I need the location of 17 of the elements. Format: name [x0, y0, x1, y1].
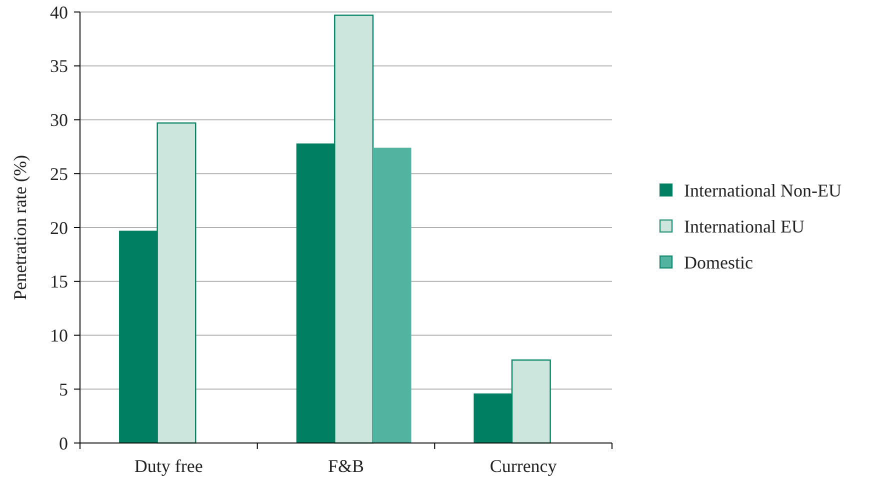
y-tick-label: 15: [50, 272, 68, 292]
y-axis-title: Penetration rate (%): [10, 155, 30, 300]
x-tick-label: Currency: [490, 456, 557, 476]
bar: [372, 148, 412, 443]
y-tick-label: 30: [50, 110, 68, 130]
y-tick-label: 40: [50, 2, 68, 22]
y-tick-label: 5: [59, 379, 68, 400]
y-tick-label: 25: [50, 164, 68, 184]
x-tick-label: Duty free: [134, 456, 203, 476]
legend-label: Domestic: [684, 252, 753, 272]
y-tick-label: 10: [50, 326, 68, 346]
y-tick-label: 35: [50, 56, 68, 76]
y-tick-label: 20: [50, 218, 68, 238]
legend-label: International Non-EU: [684, 180, 842, 200]
legend-label: International EU: [684, 216, 804, 236]
x-tick-label: F&B: [328, 456, 364, 476]
y-tick-label: 0: [59, 433, 68, 454]
